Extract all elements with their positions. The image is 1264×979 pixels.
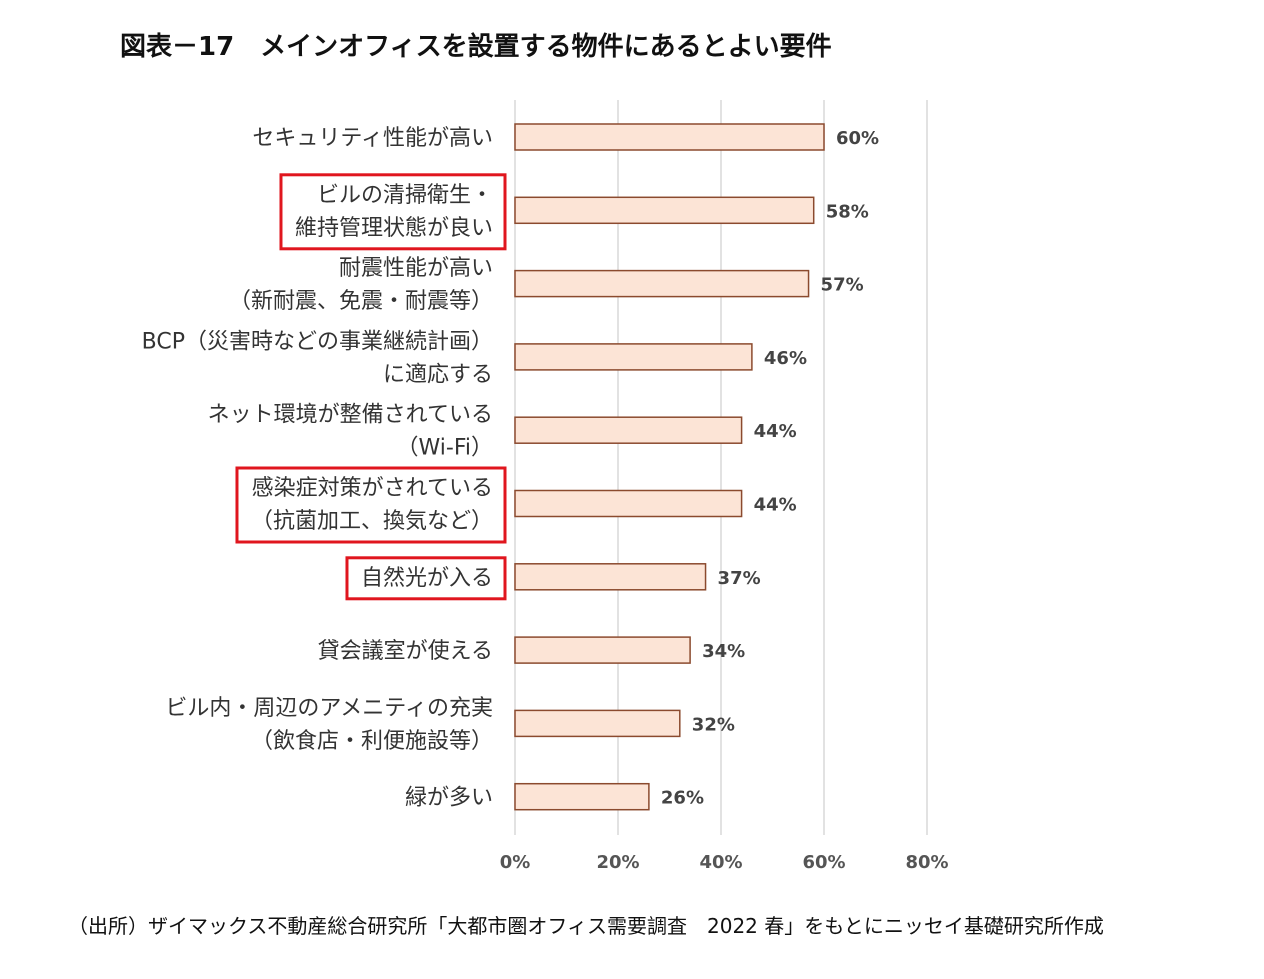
category-label: ビルの清掃衛生・ xyxy=(317,183,493,208)
bar xyxy=(514,636,691,664)
category-label: ビル内・周辺のアメニティの充実 xyxy=(165,696,493,721)
category-label: に適応する xyxy=(383,362,493,387)
x-tick-label: 20% xyxy=(596,852,639,873)
data-label: 57% xyxy=(821,275,864,296)
x-tick-label: 40% xyxy=(699,852,742,873)
category-label: 自然光が入る xyxy=(361,566,493,591)
category-label: 耐震性能が高い xyxy=(339,256,493,281)
bar xyxy=(514,269,810,298)
bar xyxy=(514,563,707,591)
category-label: 感染症対策がされている xyxy=(252,476,493,501)
data-label: 26% xyxy=(661,788,704,809)
category-label: BCP（災害時などの事業継続計画） xyxy=(142,329,493,354)
highlight-boxes xyxy=(235,173,507,601)
bar xyxy=(514,709,681,738)
category-label: 維持管理状態が良い xyxy=(295,216,493,241)
data-label: 37% xyxy=(718,568,761,589)
x-tick-label: 0% xyxy=(500,852,531,873)
data-label: 34% xyxy=(702,641,745,662)
category-label: セキュリティ性能が高い xyxy=(252,126,493,151)
bar xyxy=(514,416,743,444)
data-label: 46% xyxy=(764,348,807,369)
category-label: 貸会議室が使える xyxy=(318,639,493,664)
bar xyxy=(514,123,825,151)
x-tick-label: 60% xyxy=(802,852,845,873)
bar xyxy=(514,343,753,371)
data-label: 60% xyxy=(836,128,879,149)
source-note: （出所）ザイマックス不動産総合研究所「大都市圏オフィス需要調査 2022 春」を… xyxy=(68,914,1104,938)
category-label: （抗菌加工、換気など） xyxy=(251,509,493,534)
data-label: 44% xyxy=(754,421,797,442)
data-label: 58% xyxy=(826,201,869,222)
chart-title: 図表－17 メインオフィスを設置する物件にあるとよい要件 xyxy=(120,32,832,62)
data-label: 32% xyxy=(692,714,735,735)
category-label: （Wi-Fi） xyxy=(397,436,494,461)
category-label: ネット環境が整備されている xyxy=(208,403,493,428)
category-label: 緑が多い xyxy=(405,786,493,811)
category-label: （飲食店・利便施設等） xyxy=(251,729,493,754)
bar xyxy=(514,196,815,225)
highlight-box xyxy=(279,173,507,251)
data-label: 44% xyxy=(754,495,797,516)
bars: 60% 58% 57% 46% 44% 44% 37% 34% 32% 26% xyxy=(514,123,879,811)
highlight-box xyxy=(235,466,507,544)
x-axis-ticks: 0% 20% 40% 60% 80% xyxy=(500,852,949,873)
x-tick-label: 80% xyxy=(905,852,948,873)
category-label: （新耐震、免震・耐震等） xyxy=(229,289,493,314)
bar xyxy=(514,489,743,518)
bar xyxy=(514,782,650,811)
highlight-box xyxy=(345,556,507,601)
